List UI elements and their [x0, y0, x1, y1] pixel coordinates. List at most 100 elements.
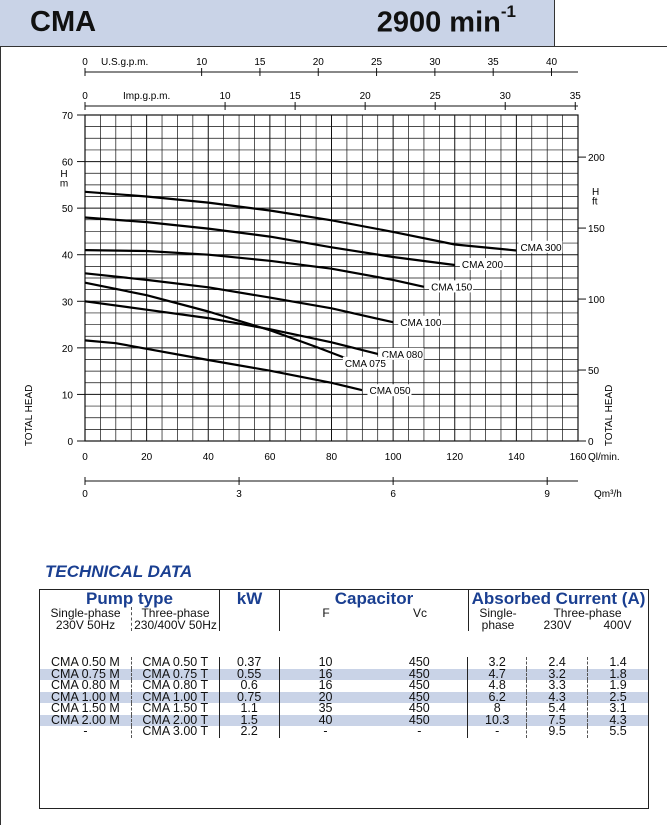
table-cell: 16: [278, 679, 372, 692]
usgpm-tick-label: 35: [488, 57, 500, 68]
curve-line: [84, 190, 517, 252]
technical-data-title: TECHNICAL DATA: [45, 562, 193, 581]
usgpm-tick-label: 25: [371, 57, 383, 68]
table-cell: 16: [278, 668, 372, 680]
y-tick-label: 30: [62, 297, 74, 308]
header-abs-tp: Three-phase: [553, 606, 622, 620]
x-tick-label: 100: [385, 452, 402, 463]
speed-value: 2900 min: [376, 6, 501, 39]
speed-title: 2900 min-1: [376, 2, 516, 40]
table-cell: -: [278, 725, 372, 738]
table-spacer: [40, 631, 648, 657]
curve-label-bg: [342, 356, 387, 369]
table-cell: CMA 0.80 T: [130, 679, 220, 692]
table-cell: 1.8: [587, 668, 648, 680]
header-kw: kW: [219, 590, 280, 607]
impgpm-tick-label: 0: [82, 91, 88, 102]
table-cell: 8: [467, 702, 527, 715]
x-tick-label: 80: [326, 452, 338, 463]
table-cell: 6.2: [467, 691, 527, 703]
table-cell: 5.5: [587, 725, 648, 738]
table-cell: 7.5: [526, 714, 588, 726]
table-cell: 4.3: [587, 714, 648, 726]
table-cell: 1.1: [218, 702, 280, 715]
impgpm-label: Imp.g.p.m.: [123, 91, 170, 102]
table-cell: 20: [278, 691, 372, 703]
y-unit-m-label: m: [60, 178, 68, 189]
table-cell: 450: [408, 655, 430, 669]
table-cell: 2.2: [218, 725, 280, 738]
header-sp-line2: 230V 50Hz: [55, 618, 116, 632]
table-cell: 0.75: [218, 691, 280, 703]
header-tp-line1: Three-phase: [141, 606, 210, 620]
y-unit-h-label: H: [60, 169, 67, 180]
header-absorbed-current: Absorbed Current (A): [468, 590, 648, 607]
table-cell: -: [83, 724, 88, 738]
x-axis-label: Ql/min.: [588, 452, 620, 463]
table-cell: CMA 0.50 T: [130, 656, 220, 669]
table-row: CMA 2.00 M CMA 2.00 T 1.5 40 450 10.3 7.5 4.3: [40, 714, 648, 726]
table-cell: CMA 1.50 T: [130, 702, 220, 715]
x-tick-label: 40: [203, 452, 215, 463]
m3h-tick-label: 0: [82, 489, 88, 500]
curve-label: CMA 075: [345, 359, 387, 370]
table-cell: 1.5: [218, 714, 280, 726]
header-vc: Vc: [412, 606, 427, 620]
table-cell: 1.4: [587, 656, 648, 669]
technical-data-table: Pump type kW Capacitor Absorbed Current …: [39, 589, 649, 809]
x-tick-label: 140: [508, 452, 525, 463]
curve-label-bg: [379, 347, 424, 360]
y-tick-label: 70: [62, 111, 74, 122]
curve-label: CMA 050: [369, 386, 411, 397]
table-row: CMA 0.50 M CMA 0.50 T 0.37 10 450 3.2 2.4 1.4: [40, 655, 648, 669]
table-cell: 3.3: [526, 679, 588, 692]
pump-curve-chart: 0 20 40 60 80 100 120 140 160 Ql/min.010203040506…: [24, 57, 622, 500]
x-tick-label: 160: [570, 452, 587, 463]
usgpm-tick-label: 20: [313, 57, 325, 68]
table-cell: 40: [278, 714, 372, 726]
header-three-phase: Three-phase 230/400V 50Hz: [131, 606, 220, 632]
table-row: CMA 0.75 M CMA 0.75 T 0.55 16 450 4.7 3.2 1.8: [40, 668, 648, 680]
usgpm-tick-label: 15: [254, 57, 266, 68]
header-single-phase: Single-phase 230V 50Hz: [40, 607, 132, 631]
ft-tick-label: 150: [588, 224, 605, 235]
header-pump-type: Pump type: [86, 589, 173, 608]
table-cell: 3.2: [526, 668, 588, 680]
model-title: CMA: [30, 6, 97, 38]
table-cell: 450: [408, 678, 430, 692]
table-cell: 10.3: [467, 714, 527, 726]
curve-label-bg: [367, 384, 412, 397]
impgpm-tick-label: 10: [220, 91, 232, 102]
curve-label-bg: [459, 258, 504, 271]
header-230v: 230V: [543, 618, 572, 632]
ft-tick-label: 50: [588, 366, 600, 377]
x-tick-label: 120: [446, 452, 463, 463]
table-cell: 5.4: [526, 702, 588, 715]
usgpm-tick-label: 0: [82, 57, 88, 68]
usgpm-tick-label: 30: [429, 57, 441, 68]
y-tick-label: 50: [62, 204, 74, 215]
table-row: CMA 1.50 M CMA 1.50 T 1.1 35 450 8 5.4 3.1: [40, 702, 648, 715]
table-cell: CMA 0.50 M: [51, 655, 120, 669]
table-cell: 0.6: [218, 679, 280, 692]
header-capacitor: Capacitor: [279, 590, 469, 607]
header-kw-blank: [219, 607, 280, 631]
x-tick-label: 60: [264, 452, 276, 463]
usgpm-tick-label: 10: [196, 57, 208, 68]
y-tick-label: 10: [62, 390, 74, 401]
header-abs-single: Single-phase: [468, 607, 527, 631]
header-abs-three: Three-phase 230V 400V: [527, 607, 648, 631]
impgpm-tick-label: 25: [430, 91, 442, 102]
table-cell: 2.5: [587, 691, 648, 703]
plot-frame: [84, 114, 579, 442]
table-row: CMA 1.00 M CMA 1.00 T 0.75 20 450 6.2 4.3 2.5: [40, 691, 648, 703]
table-cell: 10: [278, 656, 372, 669]
y-tick-label: 40: [62, 251, 74, 262]
impgpm-tick-label: 35: [570, 91, 582, 102]
ft-tick-label: 0: [588, 437, 594, 448]
table-cell: 35: [278, 702, 372, 715]
table-cell: 1.9: [587, 679, 648, 692]
header-tp-line2: 230/400V 50Hz: [134, 618, 217, 632]
ft-unit-h-label: H: [592, 187, 599, 198]
table-cell: CMA 0.75 T: [130, 668, 220, 680]
